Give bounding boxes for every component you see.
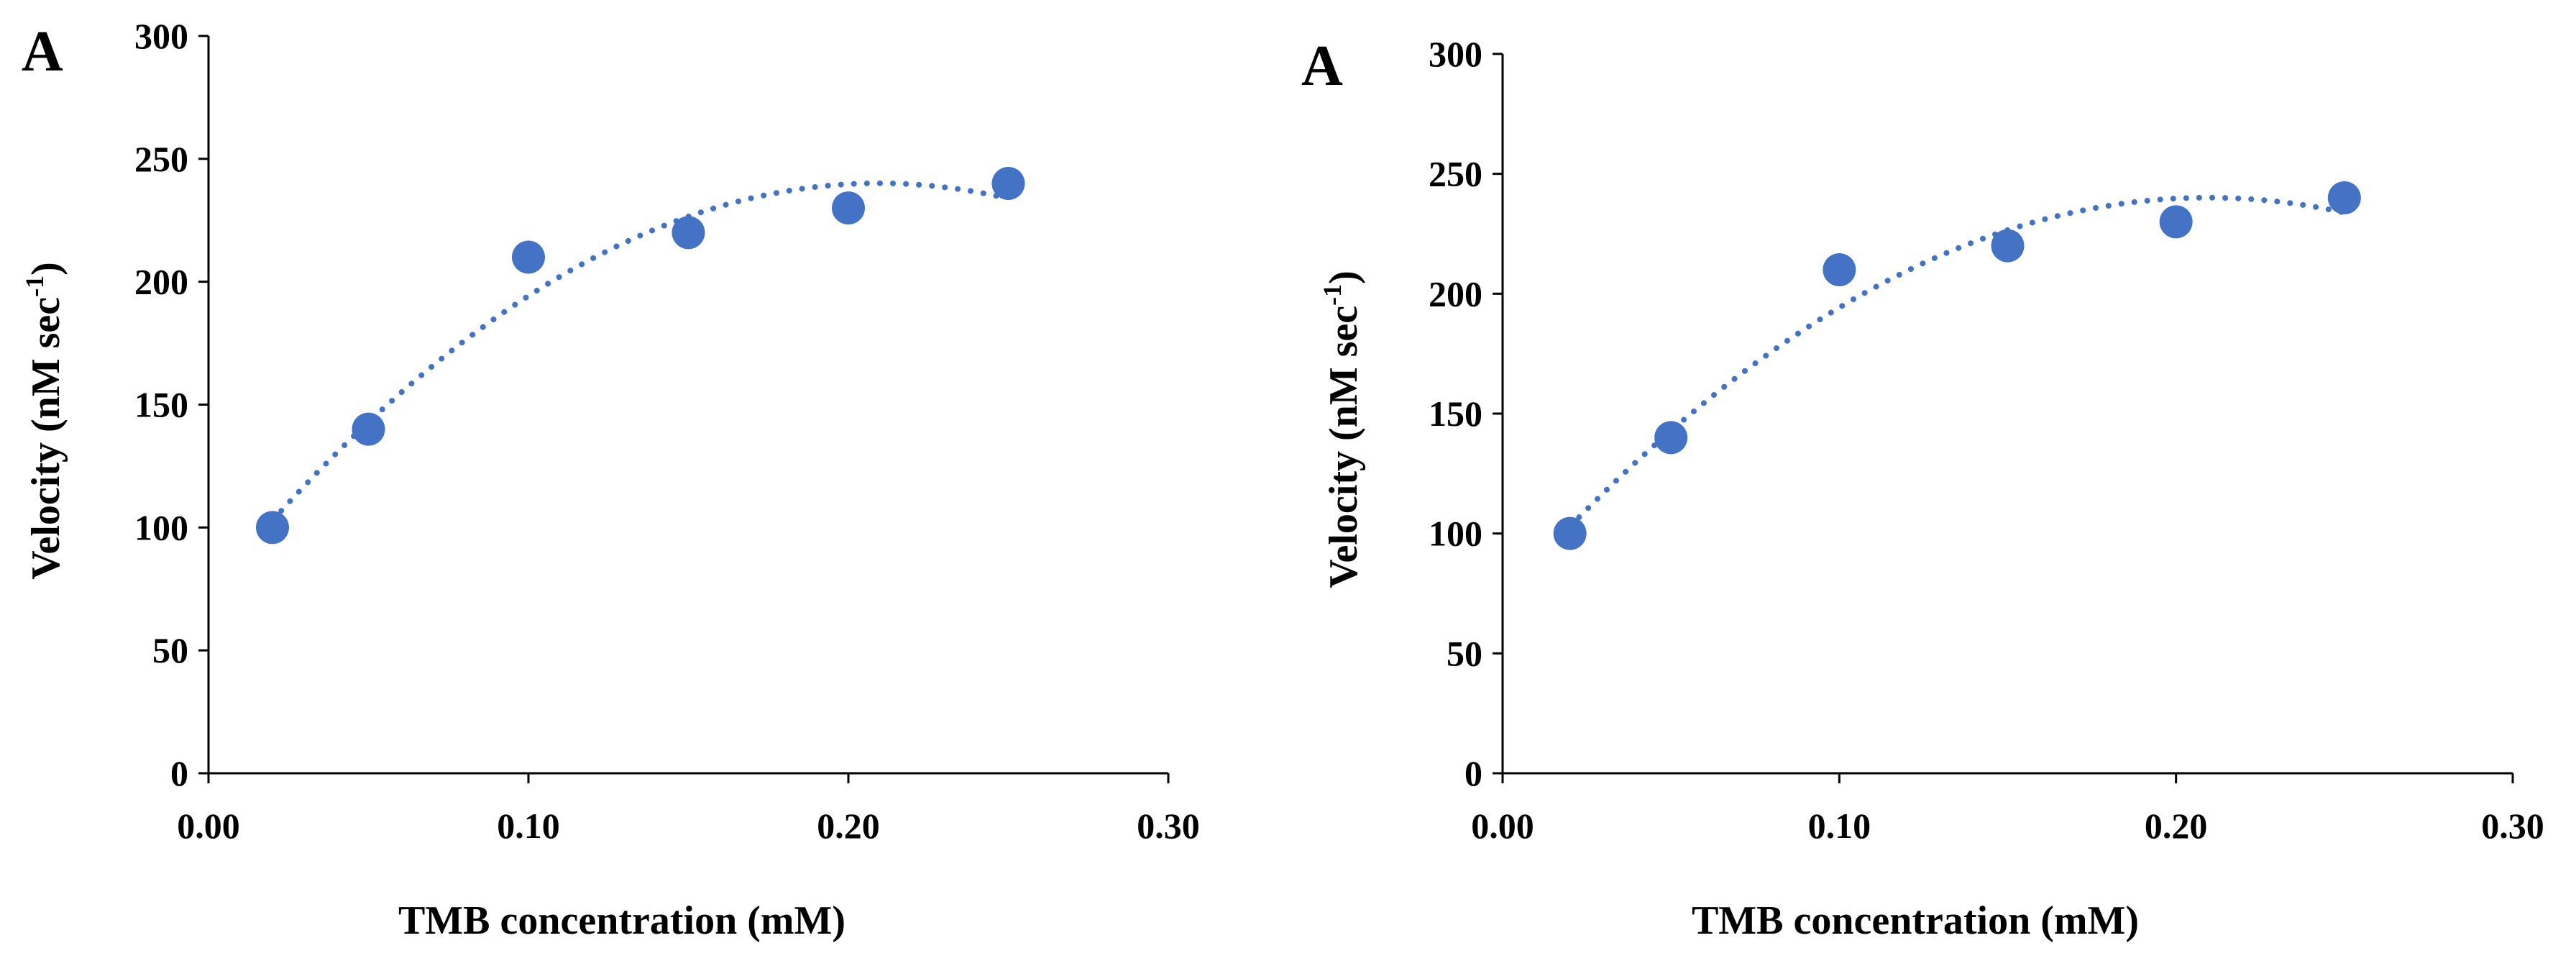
data-point bbox=[1654, 421, 1688, 455]
y-tick-label: 100 bbox=[1429, 514, 1482, 554]
y-ticks: 0 50 100 150 200 250 300 bbox=[1429, 34, 1503, 793]
y-axis-title: Velocity (nM sec-1) bbox=[20, 262, 68, 580]
data-points bbox=[1553, 181, 2361, 550]
y-ticks: 0 50 100 150 200 250 300 bbox=[134, 16, 208, 793]
x-ticks: 0.00 0.10 0.20 0.30 bbox=[1471, 773, 2544, 846]
x-tick-label: 0.20 bbox=[817, 806, 880, 846]
y-tick-label: 250 bbox=[134, 139, 188, 179]
y-axis-title-main: Velocity (nM sec bbox=[1321, 306, 1366, 588]
data-point bbox=[832, 191, 865, 225]
data-point bbox=[256, 511, 289, 545]
trendline bbox=[1567, 194, 2347, 530]
trendline bbox=[270, 180, 1012, 524]
y-tick-label: 50 bbox=[152, 630, 188, 670]
data-point bbox=[2327, 181, 2361, 214]
data-point bbox=[671, 216, 705, 250]
data-point bbox=[352, 412, 385, 446]
y-axis-title-suffix: ) bbox=[1321, 270, 1366, 284]
y-tick-label: 150 bbox=[134, 385, 188, 425]
y-tick-label: 0 bbox=[170, 753, 188, 793]
y-tick-label: 50 bbox=[1447, 633, 1482, 673]
y-axis-title-superscript: -1 bbox=[20, 275, 49, 297]
panel-label: A bbox=[1301, 35, 1343, 98]
chart-panel-1: A Velocity (nM sec-1) TMB concentration … bbox=[20, 16, 1200, 943]
y-tick-label: 300 bbox=[134, 16, 188, 56]
data-point bbox=[1553, 516, 1587, 550]
y-axis-title-suffix: ) bbox=[24, 262, 68, 275]
data-point bbox=[1991, 229, 2025, 263]
panel-label: A bbox=[22, 20, 63, 83]
data-points bbox=[256, 167, 1025, 545]
x-tick-label: 0.00 bbox=[177, 806, 240, 846]
x-tick-label: 0.00 bbox=[1471, 806, 1534, 846]
data-point bbox=[991, 167, 1025, 200]
x-tick-label: 0.10 bbox=[497, 806, 560, 846]
x-tick-label: 0.30 bbox=[2481, 806, 2544, 846]
x-tick-label: 0.20 bbox=[2145, 806, 2208, 846]
data-point bbox=[2159, 205, 2193, 239]
y-axis-title: Velocity (nM sec-1) bbox=[1318, 270, 1366, 588]
x-ticks: 0.00 0.10 0.20 0.30 bbox=[177, 773, 1200, 846]
y-axis-title-superscript: -1 bbox=[1318, 284, 1347, 306]
y-tick-label: 300 bbox=[1429, 34, 1482, 74]
y-tick-label: 200 bbox=[134, 262, 188, 302]
y-tick-label: 250 bbox=[1429, 154, 1482, 194]
data-point bbox=[512, 240, 545, 274]
x-tick-label: 0.10 bbox=[1808, 806, 1871, 846]
y-tick-label: 200 bbox=[1429, 273, 1482, 314]
y-tick-label: 0 bbox=[1465, 753, 1482, 793]
chart-panel-2: A Velocity (nM sec-1) TMB concentration … bbox=[1301, 34, 2544, 943]
data-point bbox=[1823, 253, 1856, 286]
y-axis-title-main: Velocity (nM sec bbox=[24, 297, 68, 580]
x-axis-title: TMB concentration (mM) bbox=[1692, 898, 2139, 943]
x-axis-title: TMB concentration (mM) bbox=[398, 898, 845, 943]
x-tick-label: 0.30 bbox=[1137, 806, 1200, 846]
y-tick-label: 100 bbox=[134, 507, 188, 547]
y-tick-label: 150 bbox=[1429, 393, 1482, 434]
